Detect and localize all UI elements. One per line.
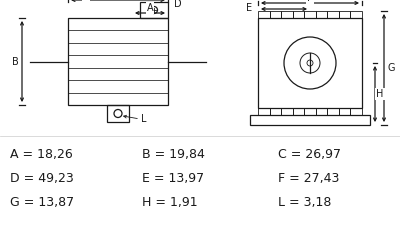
- Bar: [270, 11, 281, 18]
- Bar: [304, 11, 316, 18]
- Text: F = 27,43: F = 27,43: [278, 172, 339, 185]
- Bar: [293, 11, 304, 18]
- Text: B = 19,84: B = 19,84: [142, 148, 205, 161]
- Text: F: F: [307, 0, 313, 3]
- Bar: [316, 11, 327, 18]
- Text: E = 13,97: E = 13,97: [142, 172, 204, 185]
- Bar: [350, 108, 362, 115]
- Bar: [293, 108, 304, 115]
- Bar: [316, 108, 327, 115]
- Bar: [68, 18, 168, 105]
- Text: G: G: [387, 63, 395, 73]
- Bar: [327, 11, 339, 18]
- Bar: [258, 108, 270, 115]
- Bar: [327, 108, 339, 115]
- Text: C = 26,97: C = 26,97: [278, 148, 341, 161]
- Bar: [140, 2, 168, 18]
- Text: D = 49,23: D = 49,23: [10, 172, 74, 185]
- Bar: [250, 115, 370, 125]
- Text: H: H: [376, 89, 384, 99]
- Text: E: E: [246, 3, 252, 13]
- Bar: [270, 108, 281, 115]
- Bar: [107, 105, 129, 122]
- Bar: [339, 11, 350, 18]
- Text: L: L: [141, 114, 146, 124]
- Bar: [258, 11, 270, 18]
- Text: G = 13,87: G = 13,87: [10, 196, 74, 209]
- Text: D: D: [174, 0, 182, 9]
- Text: B: B: [12, 57, 18, 66]
- Text: A: A: [147, 3, 153, 13]
- Bar: [304, 108, 316, 115]
- Bar: [350, 11, 362, 18]
- Bar: [339, 108, 350, 115]
- Bar: [281, 108, 293, 115]
- Bar: [281, 11, 293, 18]
- Text: H = 1,91: H = 1,91: [142, 196, 198, 209]
- Bar: [258, 18, 362, 108]
- Text: L = 3,18: L = 3,18: [278, 196, 331, 209]
- Text: A = 18,26: A = 18,26: [10, 148, 73, 161]
